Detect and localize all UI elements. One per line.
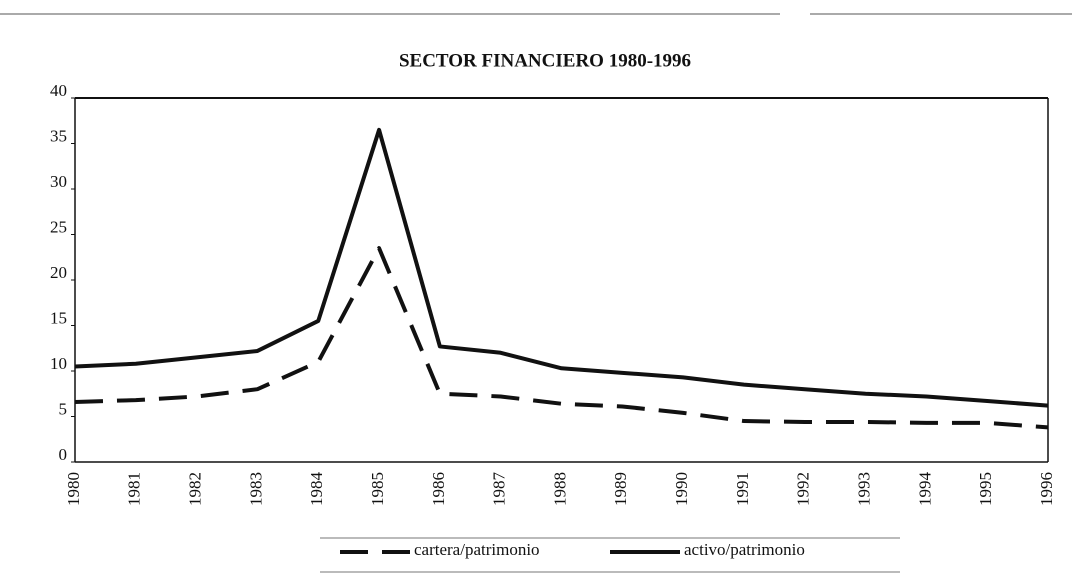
y-tick-label: 30 <box>50 172 67 191</box>
y-tick-label: 35 <box>50 126 67 145</box>
y-tick-label: 5 <box>59 399 68 418</box>
y-tick-label: 40 <box>50 81 67 100</box>
x-tick-label: 1991 <box>733 472 752 506</box>
x-tick-label: 1983 <box>246 472 265 506</box>
line <box>74 127 1049 408</box>
x-tick-label: 1985 <box>368 472 387 506</box>
x-tick-label: 1982 <box>186 472 205 506</box>
y-tick-label: 25 <box>50 217 67 236</box>
x-tick-label: 1981 <box>125 472 144 506</box>
x-tick-label: 1986 <box>429 472 448 506</box>
x-tick-label: 1996 <box>1037 472 1056 506</box>
y-tick-label: 10 <box>50 354 67 373</box>
x-tick-label: 1992 <box>794 472 813 506</box>
x-tick-label: 1984 <box>307 472 326 507</box>
x-tick-label: 1989 <box>611 472 630 506</box>
y-tick-label: 0 <box>59 445 68 464</box>
legend-label: cartera/patrimonio <box>414 540 540 559</box>
x-tick-label: 1987 <box>490 472 509 507</box>
x-tick-label: 1994 <box>915 472 934 507</box>
x-tick-label: 1990 <box>672 472 691 506</box>
x-tick-label: 1995 <box>976 472 995 506</box>
x-tick-label: 1993 <box>854 472 873 506</box>
x-tick-label: 1988 <box>550 472 569 506</box>
legend-label: activo/patrimonio <box>684 540 805 559</box>
y-tick-label: 15 <box>50 308 67 327</box>
y-tick-label: 20 <box>50 263 67 282</box>
x-tick-label: 1980 <box>64 472 83 506</box>
chart-title: SECTOR FINANCIERO 1980-1996 <box>399 50 691 71</box>
line <box>74 246 1049 430</box>
